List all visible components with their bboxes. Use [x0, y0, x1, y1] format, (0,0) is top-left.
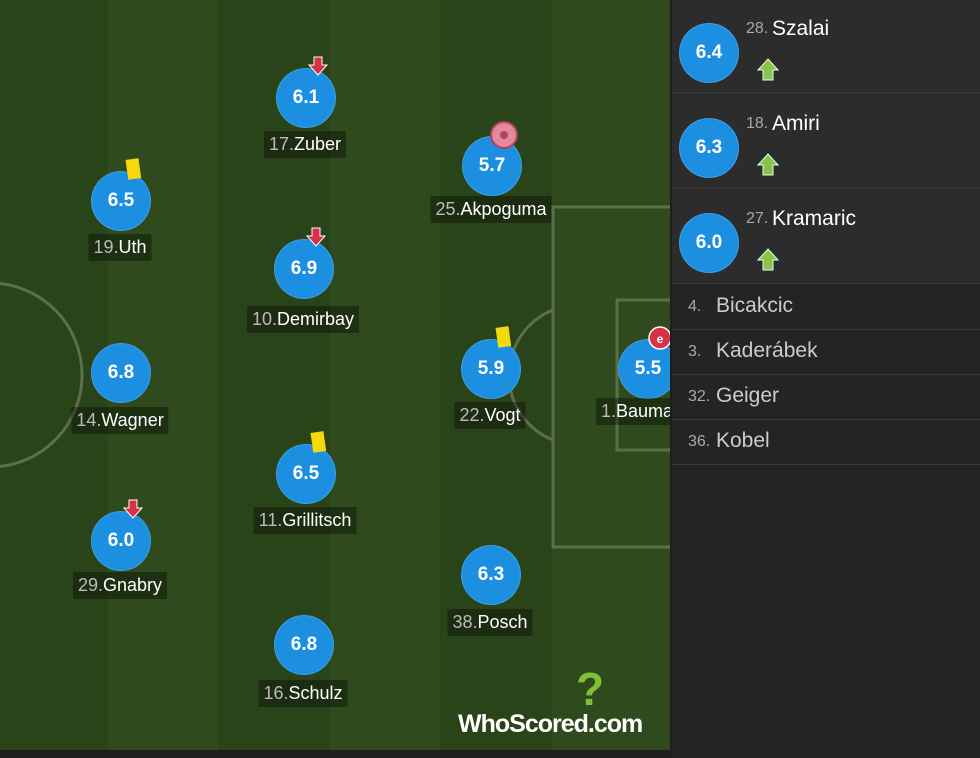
player-name: Grillitsch — [282, 510, 352, 530]
sub-number: 36. — [688, 433, 711, 450]
event-icon: e — [646, 324, 670, 352]
sub-rating: 6.3 — [679, 118, 739, 178]
player-rating: 6.9 — [274, 239, 334, 299]
event-icon — [754, 151, 782, 179]
event-icon — [754, 56, 782, 84]
player-label: 25.Akpoguma — [430, 196, 552, 223]
sub-number: 18. — [746, 115, 769, 132]
logo: WhoScored.com — [458, 710, 643, 738]
player-rating: 6.3 — [461, 545, 521, 605]
sub-name: Bicakcic — [716, 294, 794, 317]
player-name: Posch — [477, 612, 528, 632]
player-name: Zuber — [294, 134, 342, 154]
player-rating: 6.1 — [276, 68, 336, 128]
player-name: Gnabry — [103, 575, 163, 595]
player-label: 14.Wagner — [71, 407, 169, 434]
player-label: 10.Demirbay — [246, 306, 360, 333]
sub-name: Kobel — [716, 429, 770, 452]
player-number: 19. — [93, 237, 119, 257]
sub-row[interactable]: 32. Geiger — [672, 375, 980, 420]
sub-number: 4. — [688, 298, 702, 315]
player-name: Schulz — [288, 683, 343, 703]
player-rating: 6.0 — [91, 511, 151, 571]
sub-row[interactable]: 36. Kobel — [672, 420, 980, 465]
player-rating: 6.8 — [274, 615, 334, 675]
player-rating: 6.8 — [91, 343, 151, 403]
sub-name: Geiger — [716, 384, 780, 407]
svg-text:e: e — [657, 332, 664, 346]
player-label: 22.Vogt — [454, 402, 526, 429]
sub-name: Amiri — [772, 112, 820, 135]
player-name: Uth — [118, 237, 147, 257]
player-rating: 5.5 — [618, 339, 670, 399]
player-label: 1.Baumann — [595, 398, 670, 425]
event-icon — [302, 224, 330, 252]
player-number: 38. — [452, 612, 478, 632]
sub-rating: 6.4 — [679, 23, 739, 83]
event-icon — [489, 324, 517, 352]
player-label: 17.Zuber — [263, 131, 347, 158]
player-rating: 6.5 — [91, 171, 151, 231]
sub-row[interactable]: 6.0 27. Kramaric — [672, 190, 980, 284]
event-icon — [754, 246, 782, 274]
player-name: Demirbay — [277, 309, 355, 329]
sub-row[interactable]: 6.4 28. Szalai — [672, 0, 980, 94]
player-rating: 6.5 — [276, 444, 336, 504]
player-number: 22. — [459, 405, 485, 425]
player-name: Wagner — [101, 410, 164, 430]
substitutes-panel: 6.4 28. Szalai 6.3 18. Amiri 6.0 27. Kramaric 4. B… — [672, 0, 980, 758]
sub-name: Szalai — [772, 17, 830, 40]
event-icon — [304, 429, 332, 457]
player-number: 25. — [435, 199, 461, 219]
player-label: 16.Schulz — [258, 680, 348, 707]
player-number: 17. — [268, 134, 294, 154]
sub-row[interactable]: 6.3 18. Amiri — [672, 95, 980, 189]
player-number: 11. — [258, 510, 283, 530]
svg-text:?: ? — [576, 663, 604, 715]
sub-row[interactable]: 4. Bicakcic — [672, 285, 980, 330]
sub-number: 3. — [688, 343, 702, 360]
player-number: 10. — [251, 309, 277, 329]
sub-rating: 6.0 — [679, 213, 739, 273]
player-name: Baumann — [615, 401, 670, 421]
event-icon — [304, 53, 332, 81]
player-name: Akpoguma — [460, 199, 547, 219]
event-icon — [119, 496, 147, 524]
player-number: 29. — [77, 575, 103, 595]
sub-number: 27. — [746, 210, 769, 227]
sub-name: Kramaric — [772, 207, 857, 230]
sub-number: 32. — [688, 388, 711, 405]
player-label: 29.Gnabry — [72, 572, 168, 599]
pitch: ? WhoScored.com 6.1 17.Zuber 6.5 19.Uth 5.7 2… — [0, 0, 670, 750]
player-label: 19.Uth — [88, 234, 152, 261]
player-label: 11.Grillitsch — [253, 507, 357, 534]
player-number: 16. — [263, 683, 289, 703]
player-name: Vogt — [484, 405, 521, 425]
player-rating: 5.9 — [461, 339, 521, 399]
sub-name: Kaderábek — [716, 339, 818, 362]
player-number: 1. — [600, 401, 616, 421]
event-icon — [490, 121, 518, 149]
player-label: 38.Posch — [447, 609, 533, 636]
bottom-strip — [0, 750, 672, 758]
event-icon — [119, 156, 147, 184]
sub-row[interactable]: 3. Kaderábek — [672, 330, 980, 375]
sub-number: 28. — [746, 20, 769, 37]
player-number: 14. — [76, 410, 102, 430]
